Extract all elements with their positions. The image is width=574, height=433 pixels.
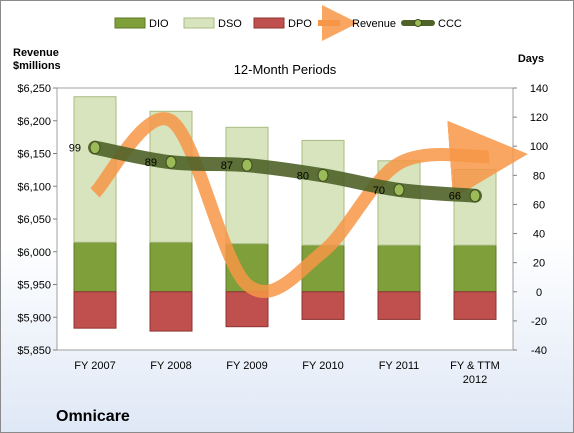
bar-dpo [377,291,421,320]
legend: DIO DSO DPO Revenue CCC [114,5,462,41]
bar-dpo [73,291,117,329]
legend-label-dio: DIO [149,18,169,30]
bar-dpo [301,291,345,320]
x-tick-label-line: FY & TTM [450,360,500,372]
ccc-data-label: 66 [449,191,461,203]
left-tick-label: $6,150 [17,149,51,161]
legend-swatch-dso [183,17,215,29]
right-tick-label: -40 [531,345,547,357]
left-tick-label: $6,000 [17,247,51,259]
x-tick-label: FY 2007 [74,360,115,372]
legend-swatch-dio [114,17,146,29]
x-tick-label-line: FY 2008 [150,360,191,372]
left-tick-label: $5,850 [17,345,51,357]
ccc-data-label: 80 [297,170,309,182]
x-tick-label: FY 2010 [302,360,343,372]
x-tick-label-line: 2012 [463,374,487,386]
x-tick-label-line: FY 2011 [379,360,420,372]
left-tick-label: $6,250 [17,83,51,95]
legend-swatch-dpo [253,17,285,29]
left-tick-label: $6,050 [17,214,51,226]
ccc-data-label: 87 [221,160,233,172]
left-axis-label-line: $millions [13,60,61,72]
bar-dpo [149,291,193,332]
legend-label-ccc: CCC [438,18,462,30]
bar-dso [225,126,269,245]
legend-label-dpo: DPO [288,18,312,30]
ccc-data-label: 89 [145,157,157,169]
ccc-point [165,155,177,169]
bar-dio [149,241,193,293]
x-tick-label: FY 2008 [150,360,191,372]
left-axis-label: Revenue $millions [13,47,61,72]
right-tick-label: 140 [530,83,548,95]
ccc-point [89,141,101,155]
legend-label-dso: DSO [218,18,242,30]
chart-title: 12-Month Periods [234,62,337,77]
x-tick-label: FY 2009 [226,360,267,372]
left-tick-label: $6,100 [17,181,51,193]
ccc-layer: 99 89 87 80 70 66 [69,140,482,203]
right-tick-label: 0 [536,287,542,299]
x-tick-label-line: FY 2010 [302,360,343,372]
x-tick-label: FY & TTM 2012 [450,360,500,386]
ccc-point [241,158,253,172]
left-tick-label: $5,950 [17,280,51,292]
right-tick-label: 60 [533,199,545,211]
right-tick-label: 120 [530,112,548,124]
ccc-point [469,189,481,203]
left-tick-label: $5,900 [17,312,51,324]
plot-area [56,87,514,351]
right-axis-label: Days [518,53,544,65]
x-tick-label-line: FY 2007 [74,360,115,372]
bar-dio [377,244,421,293]
left-tick-label: $6,200 [17,116,51,128]
right-tick-label: -20 [531,316,547,328]
right-tick-label: 80 [533,170,545,182]
ccc-point [393,183,405,197]
bar-dio [73,241,117,293]
legend-marker-ccc [414,19,422,27]
bar-dso [453,169,497,246]
revenue-layer [90,112,528,298]
left-axis-label-line: Revenue [13,47,59,59]
bar-dpo [453,291,497,320]
company-name: Omnicare [56,408,130,425]
ccc-data-label: 70 [373,185,385,197]
right-tick-label: 20 [533,258,545,270]
x-tick-label: FY 2011 [379,360,420,372]
ccc-line [88,140,482,203]
ccc-data-label: 99 [69,143,81,155]
axes: $5,850 $5,900 $5,950 $6,000 $6,050 $6,100 $6,1… [17,83,548,386]
revenue-line [90,112,528,298]
x-tick-label-line: FY 2009 [226,360,267,372]
ccc-point [317,168,329,182]
legend-label-revenue: Revenue [352,18,396,30]
right-tick-label: 100 [530,141,548,153]
right-tick-label: 40 [533,229,545,241]
bar-dio [453,244,497,293]
